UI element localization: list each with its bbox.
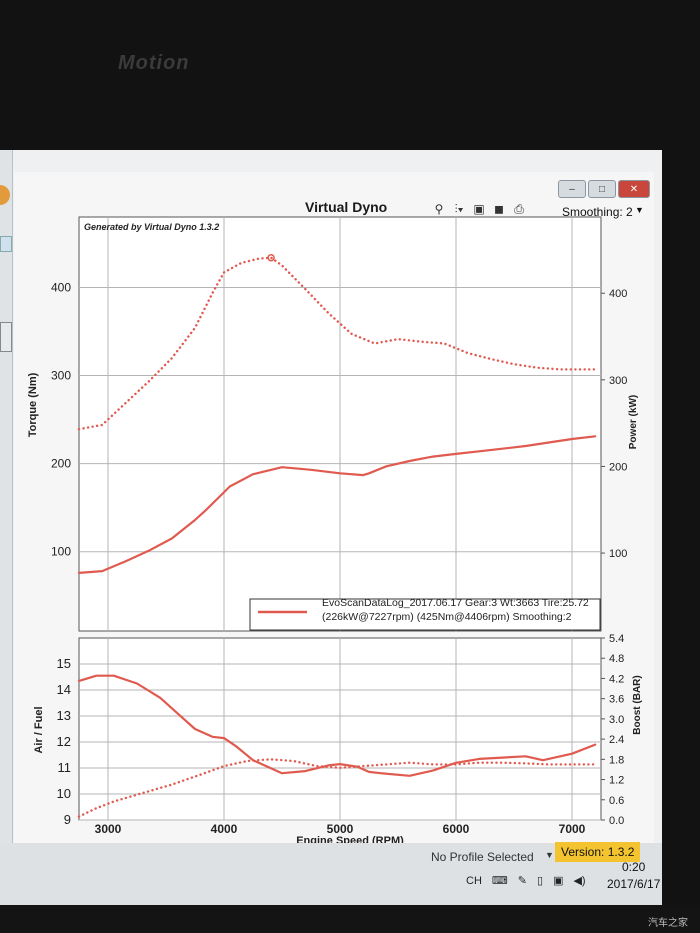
- torque-series-left-axis-line: [77, 435, 597, 575]
- power-axis-label: Power (kW): [628, 395, 639, 449]
- afr-y-tick-label: 11: [58, 760, 72, 775]
- afr-y2-tick-label: 3.0: [609, 714, 624, 726]
- background-control-icon[interactable]: [0, 236, 12, 252]
- brand-logo: Motion: [118, 52, 190, 74]
- window-title: Virtual Dyno: [305, 199, 388, 215]
- version-badge[interactable]: Version: 1.3.2: [555, 842, 641, 862]
- profile-selector[interactable]: No Profile Selected: [431, 850, 534, 864]
- legend-box: [249, 598, 601, 631]
- afr-grid: [79, 638, 601, 821]
- afr-y-tick-label: 14: [57, 682, 71, 697]
- afr-series-right-axis-line: [77, 758, 597, 818]
- tools-icon[interactable]: ✎: [517, 875, 527, 887]
- afr-y2-tick-label: 2.4: [609, 734, 624, 746]
- maximize-button[interactable]: □: [588, 180, 616, 198]
- afr-y-tick-label: 9: [64, 812, 71, 827]
- torque-grid: [79, 217, 601, 631]
- afr-y2-tick-label: 5.4: [609, 633, 624, 645]
- afr-y2-tick-label: 0.6: [609, 795, 624, 807]
- afr-y-tick-label: 12: [57, 734, 71, 749]
- keyboard-icon[interactable]: ⌨: [491, 875, 508, 887]
- afr-y2-tick-label: 4.2: [609, 673, 624, 685]
- afr-axis-label: Air / Fuel: [33, 706, 45, 753]
- torque-y2-tick-label: 300: [609, 375, 627, 387]
- clock-date[interactable]: 2017/6/17: [607, 877, 661, 891]
- app-orb-icon[interactable]: [0, 185, 10, 205]
- torque-y-tick-label: 100: [51, 545, 71, 559]
- afr-y2-tick-label: 3.6: [609, 694, 624, 706]
- battery-icon[interactable]: ▯: [537, 875, 544, 887]
- afr-y2-tick-label: 1.2: [609, 775, 624, 787]
- torque-axis-label: Torque (Nm): [27, 372, 39, 437]
- afr-y2-tick-label: 4.8: [609, 653, 624, 665]
- afr-y2-tick-label: 0.0: [609, 815, 624, 827]
- afr-y-tick-label: 13: [57, 708, 71, 723]
- window-controls: – □ ✕: [558, 180, 650, 198]
- torque-power-series: [77, 253, 600, 575]
- torque-y-tick-label: 400: [51, 280, 71, 294]
- monitor-bezel-right: [662, 150, 700, 910]
- x-tick-label: 5000: [327, 822, 354, 836]
- volume-icon[interactable]: ◀): [573, 875, 586, 887]
- peak-marker: [267, 253, 275, 262]
- close-button[interactable]: ✕: [618, 180, 650, 198]
- chevron-down-icon[interactable]: ▼: [545, 850, 554, 860]
- x-tick-label: 7000: [559, 822, 586, 836]
- clock-time[interactable]: 0:20: [622, 860, 646, 874]
- afr-boost-series: [77, 674, 597, 818]
- afr-y2-tick-label: 1.8: [609, 754, 624, 766]
- chevron-down-icon[interactable]: ▼: [635, 205, 644, 215]
- x-tick-label: 3000: [95, 822, 122, 836]
- monitor-bezel-top: [0, 0, 700, 150]
- x-tick-label: 4000: [211, 822, 238, 836]
- torque-y-tick-label: 300: [51, 369, 71, 383]
- system-tray: CH ⌨ ✎ ▯ ▣ ◀): [466, 874, 586, 888]
- monitor-bezel-bottom: [0, 905, 700, 933]
- watermark: 汽车之家: [648, 918, 688, 929]
- boost-axis-label: Boost (BAR): [632, 675, 643, 734]
- legend-line-2: (226kW@7227rpm) (425Nm@4406rpm) Smoothin…: [322, 611, 572, 623]
- torque-y2-tick-label: 200: [609, 461, 627, 473]
- smoothing-dropdown[interactable]: Smoothing: 2: [562, 205, 633, 219]
- save-icon[interactable]: ◼: [494, 202, 504, 216]
- afr-y-tick-label: 15: [57, 656, 71, 671]
- copy-icon[interactable]: ▣: [473, 202, 485, 216]
- minimize-button[interactable]: –: [558, 180, 586, 198]
- toolbar: ⚲ ⫶▾ ▣ ◼ ⎙: [432, 198, 526, 220]
- afr-axis-ticks: 3000 4000 5000 6000 7000 9 10 11 12 13 14 15 0.0 0.6 1…: [57, 633, 625, 836]
- x-tick-label: 6000: [443, 822, 470, 836]
- print-icon[interactable]: ⎙: [514, 201, 524, 216]
- afr-y-tick-label: 10: [57, 786, 71, 801]
- filter-icon[interactable]: ⫶▾: [454, 201, 464, 216]
- torque-y2-tick-label: 100: [609, 548, 627, 560]
- torque-y-tick-label: 200: [51, 457, 71, 471]
- ime-indicator[interactable]: CH: [466, 874, 482, 887]
- taskbar: [0, 843, 662, 905]
- torque-axis-ticks: 100 200 300 400 100 200 300 400: [51, 280, 627, 560]
- legend-line-1: EvoScanDataLog_2017.06.17 Gear:3 Wt:3663…: [322, 597, 589, 609]
- zoom-icon[interactable]: ⚲: [434, 202, 444, 216]
- afr-series-left-axis-line: [77, 674, 597, 777]
- chart-annotation: Generated by Virtual Dyno 1.3.2: [84, 222, 219, 232]
- torque-y2-tick-label: 400: [609, 288, 627, 300]
- network-icon[interactable]: ▣: [553, 875, 564, 887]
- background-scroll-icon[interactable]: [0, 322, 12, 352]
